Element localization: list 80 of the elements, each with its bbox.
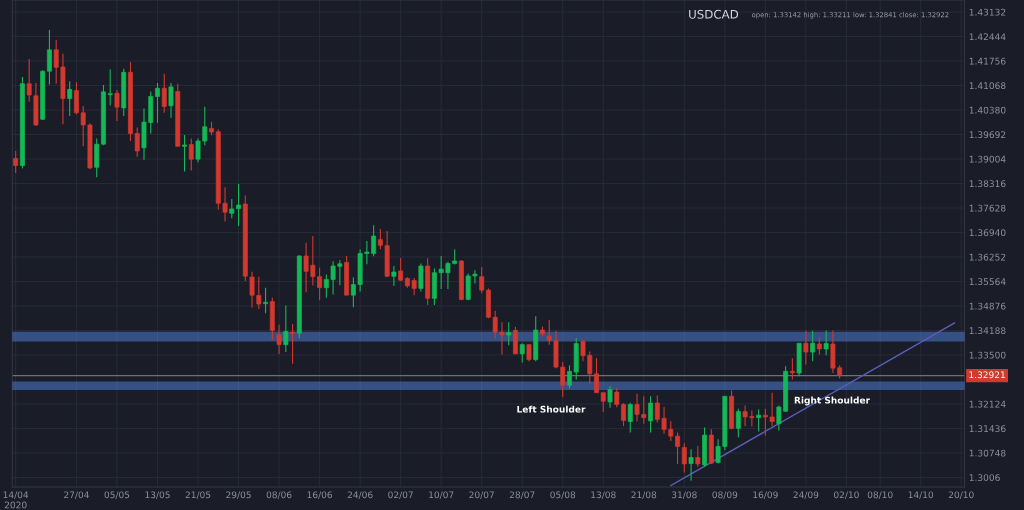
- candlestick: [391, 265, 397, 287]
- x-tick-label: 13/08: [591, 491, 616, 499]
- text: USDCAD: [689, 9, 739, 19]
- x-tick-label: 27/04: [64, 491, 89, 499]
- candlestick: [276, 324, 282, 355]
- candlestick: [168, 82, 174, 119]
- y-tick-label: 1.33500: [969, 351, 1006, 359]
- x-tick-label: 14/10: [908, 491, 934, 499]
- y-tick-label: 1.41756: [969, 57, 1006, 65]
- y-tick-label: 1.40380: [969, 106, 1006, 114]
- candlestick: [627, 402, 633, 434]
- y-tick-label: 1.31436: [969, 425, 1006, 433]
- x-tick-label: 02/10: [834, 491, 859, 499]
- ref-line-label: 1.32921: [969, 371, 1005, 379]
- candlestick: [735, 408, 741, 439]
- candlestick: [94, 137, 100, 178]
- y-tick-label: 1.43132: [969, 8, 1006, 16]
- y-tick-label: 1.32124: [969, 400, 1006, 408]
- candlestick: [648, 395, 653, 434]
- candlestick: [46, 29, 52, 85]
- candlestick: [155, 82, 160, 124]
- candlestick: [688, 448, 694, 482]
- x-tick-label: 20/07: [469, 491, 494, 499]
- x-tick-label: 02/07: [388, 491, 413, 499]
- candlestick: [567, 364, 572, 389]
- candlestick: [803, 330, 809, 366]
- y-tick-label: 1.41068: [969, 82, 1006, 90]
- annotation: Left Shoulder: [517, 405, 586, 413]
- y-tick-label: 1.39692: [969, 131, 1006, 139]
- x-tick-label: 24/06: [347, 491, 373, 499]
- y-tick-label: 1.42444: [969, 33, 1006, 40]
- candlestick: [479, 266, 485, 294]
- candlestick: [695, 445, 701, 468]
- candlestick: [756, 408, 762, 433]
- y-tick-label: 1.35564: [969, 278, 1006, 286]
- y-tick-label: 1.3006: [969, 474, 1000, 481]
- candlestick: [263, 287, 269, 314]
- y-tick-label: 1.38316: [969, 180, 1006, 188]
- candlestick: [283, 304, 289, 353]
- x-tick-label: 21/08: [631, 491, 657, 499]
- candlestick: [506, 321, 512, 346]
- y-tick-label: 1.39004: [969, 155, 1006, 163]
- candlestick: [161, 73, 167, 114]
- candlestick: [789, 357, 795, 381]
- y-tick-label: 1.36940: [969, 229, 1006, 237]
- x-tick-label: 16/06: [307, 491, 333, 499]
- candlestick: [290, 323, 296, 365]
- x-tick-label: 08/10: [867, 491, 893, 499]
- y-tick-label: 1.36252: [969, 253, 1006, 261]
- x-tick-label: 10/07: [429, 491, 454, 499]
- candlestick: [513, 326, 518, 355]
- y-tick-label: 1.30748: [969, 449, 1006, 457]
- x-tick-label: 08/09: [712, 491, 738, 499]
- candlestick: [114, 89, 120, 122]
- candlestick: [67, 80, 73, 117]
- candlestick: [418, 262, 424, 293]
- x-tick-label: 05/08: [550, 491, 576, 499]
- x-tick-label: 20/10: [948, 491, 974, 499]
- candlestick: [810, 330, 816, 362]
- x-tick-label: 28/07: [509, 491, 535, 499]
- y-tick-label: 1.34188: [969, 327, 1006, 335]
- x-tick-label: 31/08: [672, 491, 697, 499]
- x-tick-label: 05/05: [104, 491, 130, 499]
- y-tick-label: 1.34876: [969, 302, 1006, 310]
- candlestick: [600, 392, 606, 413]
- candlestick: [681, 442, 687, 474]
- x-tick-label: 24/09: [793, 491, 819, 499]
- candlestick: [519, 342, 525, 363]
- x-tick-label: 16/09: [753, 491, 778, 499]
- x-tick-label: 14/04 2020: [3, 491, 29, 509]
- x-tick-label: 08/06: [266, 491, 292, 499]
- candlestick: [13, 150, 19, 174]
- x-tick-label: 13/05: [145, 491, 170, 499]
- candlestick: [823, 329, 829, 356]
- candlestick: [182, 134, 187, 173]
- x-tick-label: 21/05: [185, 491, 211, 499]
- y-tick-label: 1.37628: [969, 204, 1006, 212]
- x-tick-label: 29/05: [226, 491, 251, 499]
- candlestick: [188, 137, 194, 172]
- candlestick: [607, 385, 613, 409]
